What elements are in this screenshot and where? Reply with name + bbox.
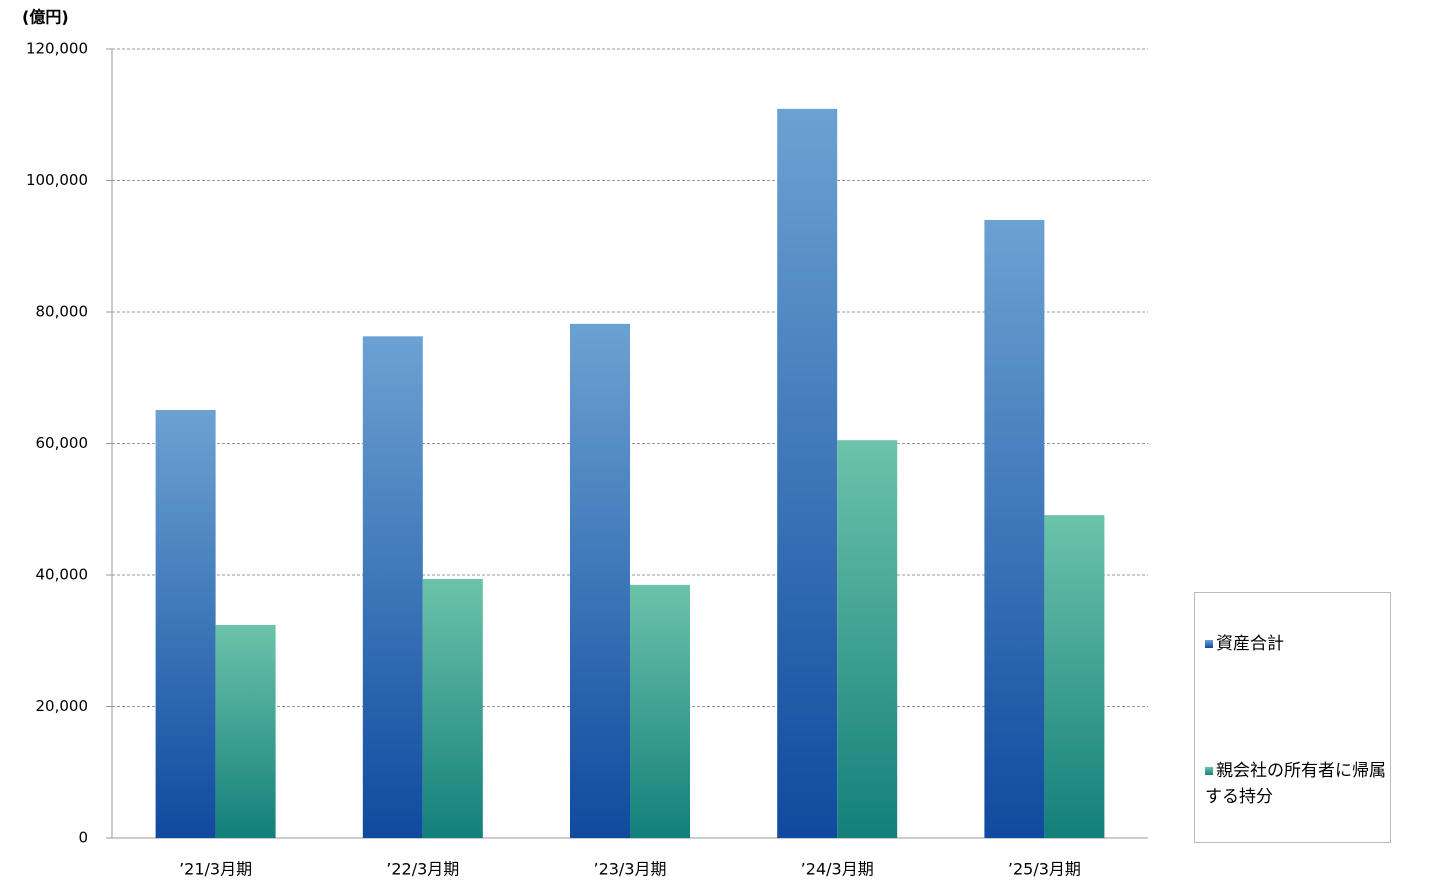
x-tick-label: ’22/3月期	[386, 860, 459, 879]
legend-label: 資産合計	[1216, 634, 1284, 654]
y-tick-label: 60,000	[36, 434, 89, 452]
x-tick-label: ’23/3月期	[593, 860, 666, 879]
legend-entry: 資産合計	[1205, 631, 1390, 657]
y-tick-label: 100,000	[26, 171, 88, 189]
bar	[777, 108, 838, 838]
x-tick-label: ’24/3月期	[801, 860, 874, 879]
bar	[984, 219, 1045, 838]
legend: 資産合計親会社の所有者に帰属する持分	[1194, 592, 1391, 843]
bar	[155, 409, 216, 838]
y-tick-label: 40,000	[36, 566, 89, 584]
legend-swatch	[1205, 767, 1213, 775]
bar	[630, 584, 690, 838]
bar	[1044, 515, 1105, 838]
unit-label: (億円)	[22, 8, 69, 27]
bar	[570, 323, 630, 839]
y-tick-label: 20,000	[36, 697, 89, 715]
y-tick-label: 120,000	[26, 40, 88, 58]
x-tick-label: ’25/3月期	[1008, 860, 1081, 879]
bar	[215, 624, 276, 838]
legend-swatch	[1205, 640, 1213, 648]
bar	[422, 578, 483, 838]
bar	[362, 336, 423, 838]
y-tick-label: 0	[78, 829, 88, 847]
legend-entry: 親会社の所有者に帰属する持分	[1205, 758, 1390, 810]
legend-label: 親会社の所有者に帰属する持分	[1205, 761, 1386, 807]
x-tick-label: ’21/3月期	[179, 860, 252, 879]
y-tick-label: 80,000	[36, 303, 89, 321]
bar	[837, 440, 898, 838]
